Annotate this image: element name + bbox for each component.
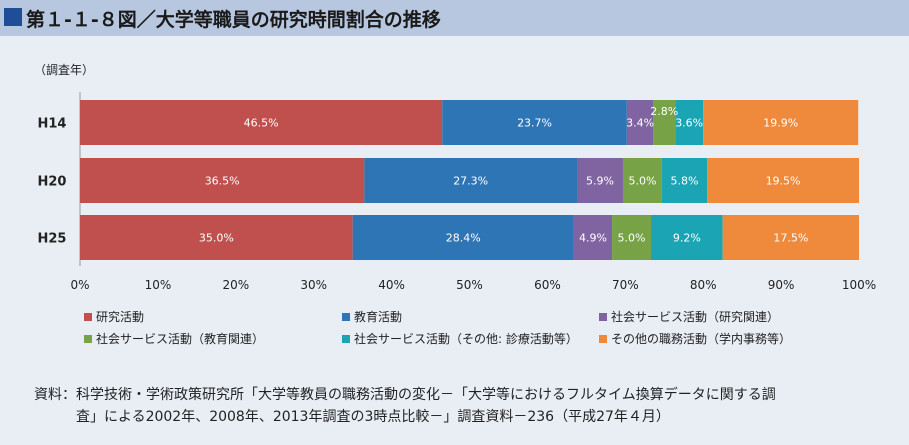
title-bar: 第１-１-８図／大学等職員の研究時間割合の推移 — [0, 0, 909, 36]
x-tick-label-0: 0% — [70, 278, 89, 292]
x-tick-label-1: 10% — [145, 278, 172, 292]
legend-swatch-4 — [342, 335, 350, 343]
bar-H20-series-0 — [80, 158, 365, 203]
data-label-H25-series-4: 9.2% — [673, 232, 701, 245]
legend-label-4: 社会サービス活動（その他: 診療活動等） — [354, 331, 578, 346]
page-title: 第１-１-８図／大学等職員の研究時間割合の推移 — [26, 9, 441, 31]
source-line-2: 査」による2002年、2008年、2013年調査の3時点比較－」調査資料－236… — [76, 409, 670, 425]
data-label-H20-series-4: 5.8% — [671, 175, 699, 188]
x-tick-label-5: 50% — [456, 278, 483, 292]
bar-H20-series-1 — [364, 158, 578, 203]
bar-H20-series-2 — [577, 158, 623, 203]
legend-label-5: その他の職務活動（学内事務等） — [611, 331, 791, 346]
legend-swatch-2 — [599, 313, 607, 321]
x-tick-label-3: 30% — [300, 278, 327, 292]
data-label-H20-series-5: 19.5% — [766, 175, 801, 188]
category-label-H14: H14 — [38, 117, 67, 132]
legend-label-0: 研究活動 — [96, 309, 144, 324]
legend-swatch-5 — [599, 335, 607, 343]
data-label-H14-series-5: 19.9% — [763, 117, 798, 130]
data-label-H14-series-3: 2.8% — [650, 105, 678, 118]
category-label-H20: H20 — [38, 175, 67, 190]
x-tick-label-4: 40% — [378, 278, 405, 292]
legend-label-3: 社会サービス活動（教育関連） — [96, 331, 264, 346]
source-note: 資料：科学技術・学術政策研究所「大学等教員の職務活動の変化－「大学等におけるフル… — [34, 384, 894, 428]
source-line-1: 資料：科学技術・学術政策研究所「大学等教員の職務活動の変化－「大学等におけるフル… — [34, 387, 776, 403]
data-label-H14-series-0: 46.5% — [244, 117, 279, 130]
x-tick-label-8: 80% — [690, 278, 717, 292]
stacked-bar-chart: （調査年） H14 H20 H25 46.5% 23.7% 3.4%2.8%3.6% 19.9… — [34, 63, 876, 346]
bar-H25-series-4 — [651, 215, 723, 260]
bar-H25-series-3 — [612, 215, 652, 260]
data-label-H25-series-1: 28.4% — [446, 232, 481, 245]
title-square-icon — [4, 8, 22, 26]
x-tick-label-7: 70% — [612, 278, 639, 292]
category-label-H25: H25 — [38, 232, 67, 247]
y-axis-label: （調査年） — [34, 63, 94, 77]
legend-label-1: 教育活動 — [354, 309, 402, 324]
data-label-H20-series-1: 27.3% — [453, 175, 488, 188]
data-label-H25-series-3: 5.0% — [618, 232, 646, 245]
data-label-H25-series-0: 35.0% — [199, 232, 234, 245]
legend-swatch-1 — [342, 313, 350, 321]
bar-H14-series-2 — [626, 100, 654, 145]
data-label-H20-series-0: 36.5% — [205, 175, 240, 188]
legend-swatch-0 — [84, 313, 92, 321]
bar-H20-series-4 — [661, 158, 708, 203]
bar-H14-series-1 — [442, 100, 627, 145]
bar-H25-series-0 — [80, 215, 353, 260]
data-label-H25-series-2: 4.9% — [579, 232, 607, 245]
data-label-H14-series-2: 3.4% — [626, 117, 654, 130]
legend-label-2: 社会サービス活動（研究関連） — [611, 309, 779, 324]
x-tick-label-2: 20% — [222, 278, 249, 292]
bar-H14-series-5 — [703, 100, 859, 145]
x-tick-label-9: 90% — [768, 278, 795, 292]
data-label-H14-series-4: 3.6% — [675, 117, 703, 130]
x-tick-label-10: 100% — [842, 278, 876, 292]
bar-H14-series-3 — [653, 100, 676, 145]
data-label-H20-series-3: 5.0% — [628, 175, 656, 188]
bar-H25-series-1 — [352, 215, 574, 260]
bar-H25-series-5 — [722, 215, 859, 260]
data-label-H20-series-2: 5.9% — [586, 175, 614, 188]
x-tick-label-6: 60% — [534, 278, 561, 292]
legend-swatch-3 — [84, 335, 92, 343]
bar-H14-series-0 — [80, 100, 443, 145]
bar-H14-series-4 — [675, 100, 704, 145]
bar-H25-series-2 — [573, 215, 613, 260]
data-label-H25-series-5: 17.5% — [773, 232, 808, 245]
bar-H20-series-5 — [707, 158, 859, 203]
data-label-H14-series-1: 23.7% — [517, 117, 552, 130]
bar-H20-series-3 — [622, 158, 662, 203]
